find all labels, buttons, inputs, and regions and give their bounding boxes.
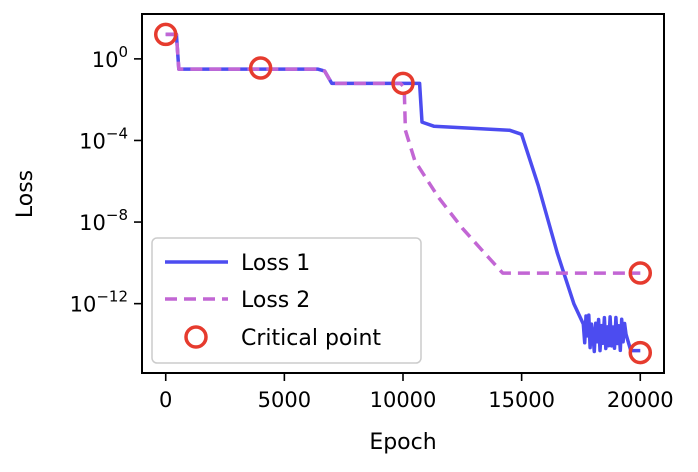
legend-label-critical-point: Critical point [241, 326, 381, 351]
legend: Loss 1 Loss 2 Critical point [151, 237, 422, 364]
y-tick-label: 10−4 [79, 124, 128, 153]
critical-point-marker [628, 340, 653, 365]
x-axis-label: Epoch [369, 430, 436, 455]
critical-point-markers [153, 22, 653, 365]
x-tick-label: 20000 [607, 388, 674, 412]
x-tick-label: 0 [159, 388, 172, 412]
series-line-2 [165, 32, 641, 275]
critical-point-marker [153, 22, 178, 47]
critical-point-marker [628, 261, 653, 285]
y-axis-label: Loss [13, 170, 38, 218]
x-tick-label: 10000 [370, 388, 437, 412]
legend-label-loss1: Loss 1 [241, 251, 310, 276]
x-tick-label: 15000 [488, 388, 555, 412]
legend-label-loss2: Loss 2 [241, 288, 310, 313]
critical-point-marker [391, 71, 415, 96]
legend-marker-critical-point [184, 325, 208, 349]
critical-point-marker [248, 56, 273, 80]
series-line-1 [165, 32, 641, 354]
y-axis-ticks: 100 10−4 10−8 10−12 [70, 43, 142, 317]
x-tick-label: 5000 [258, 388, 311, 412]
legend-box [151, 237, 422, 364]
x-axis-ticks: 0 5000 10000 15000 20000 [159, 373, 674, 412]
y-tick-label: 10−12 [70, 288, 128, 317]
plot-lines [165, 32, 641, 354]
y-tick-label: 10−8 [79, 206, 128, 235]
y-tick-label: 100 [92, 43, 128, 72]
